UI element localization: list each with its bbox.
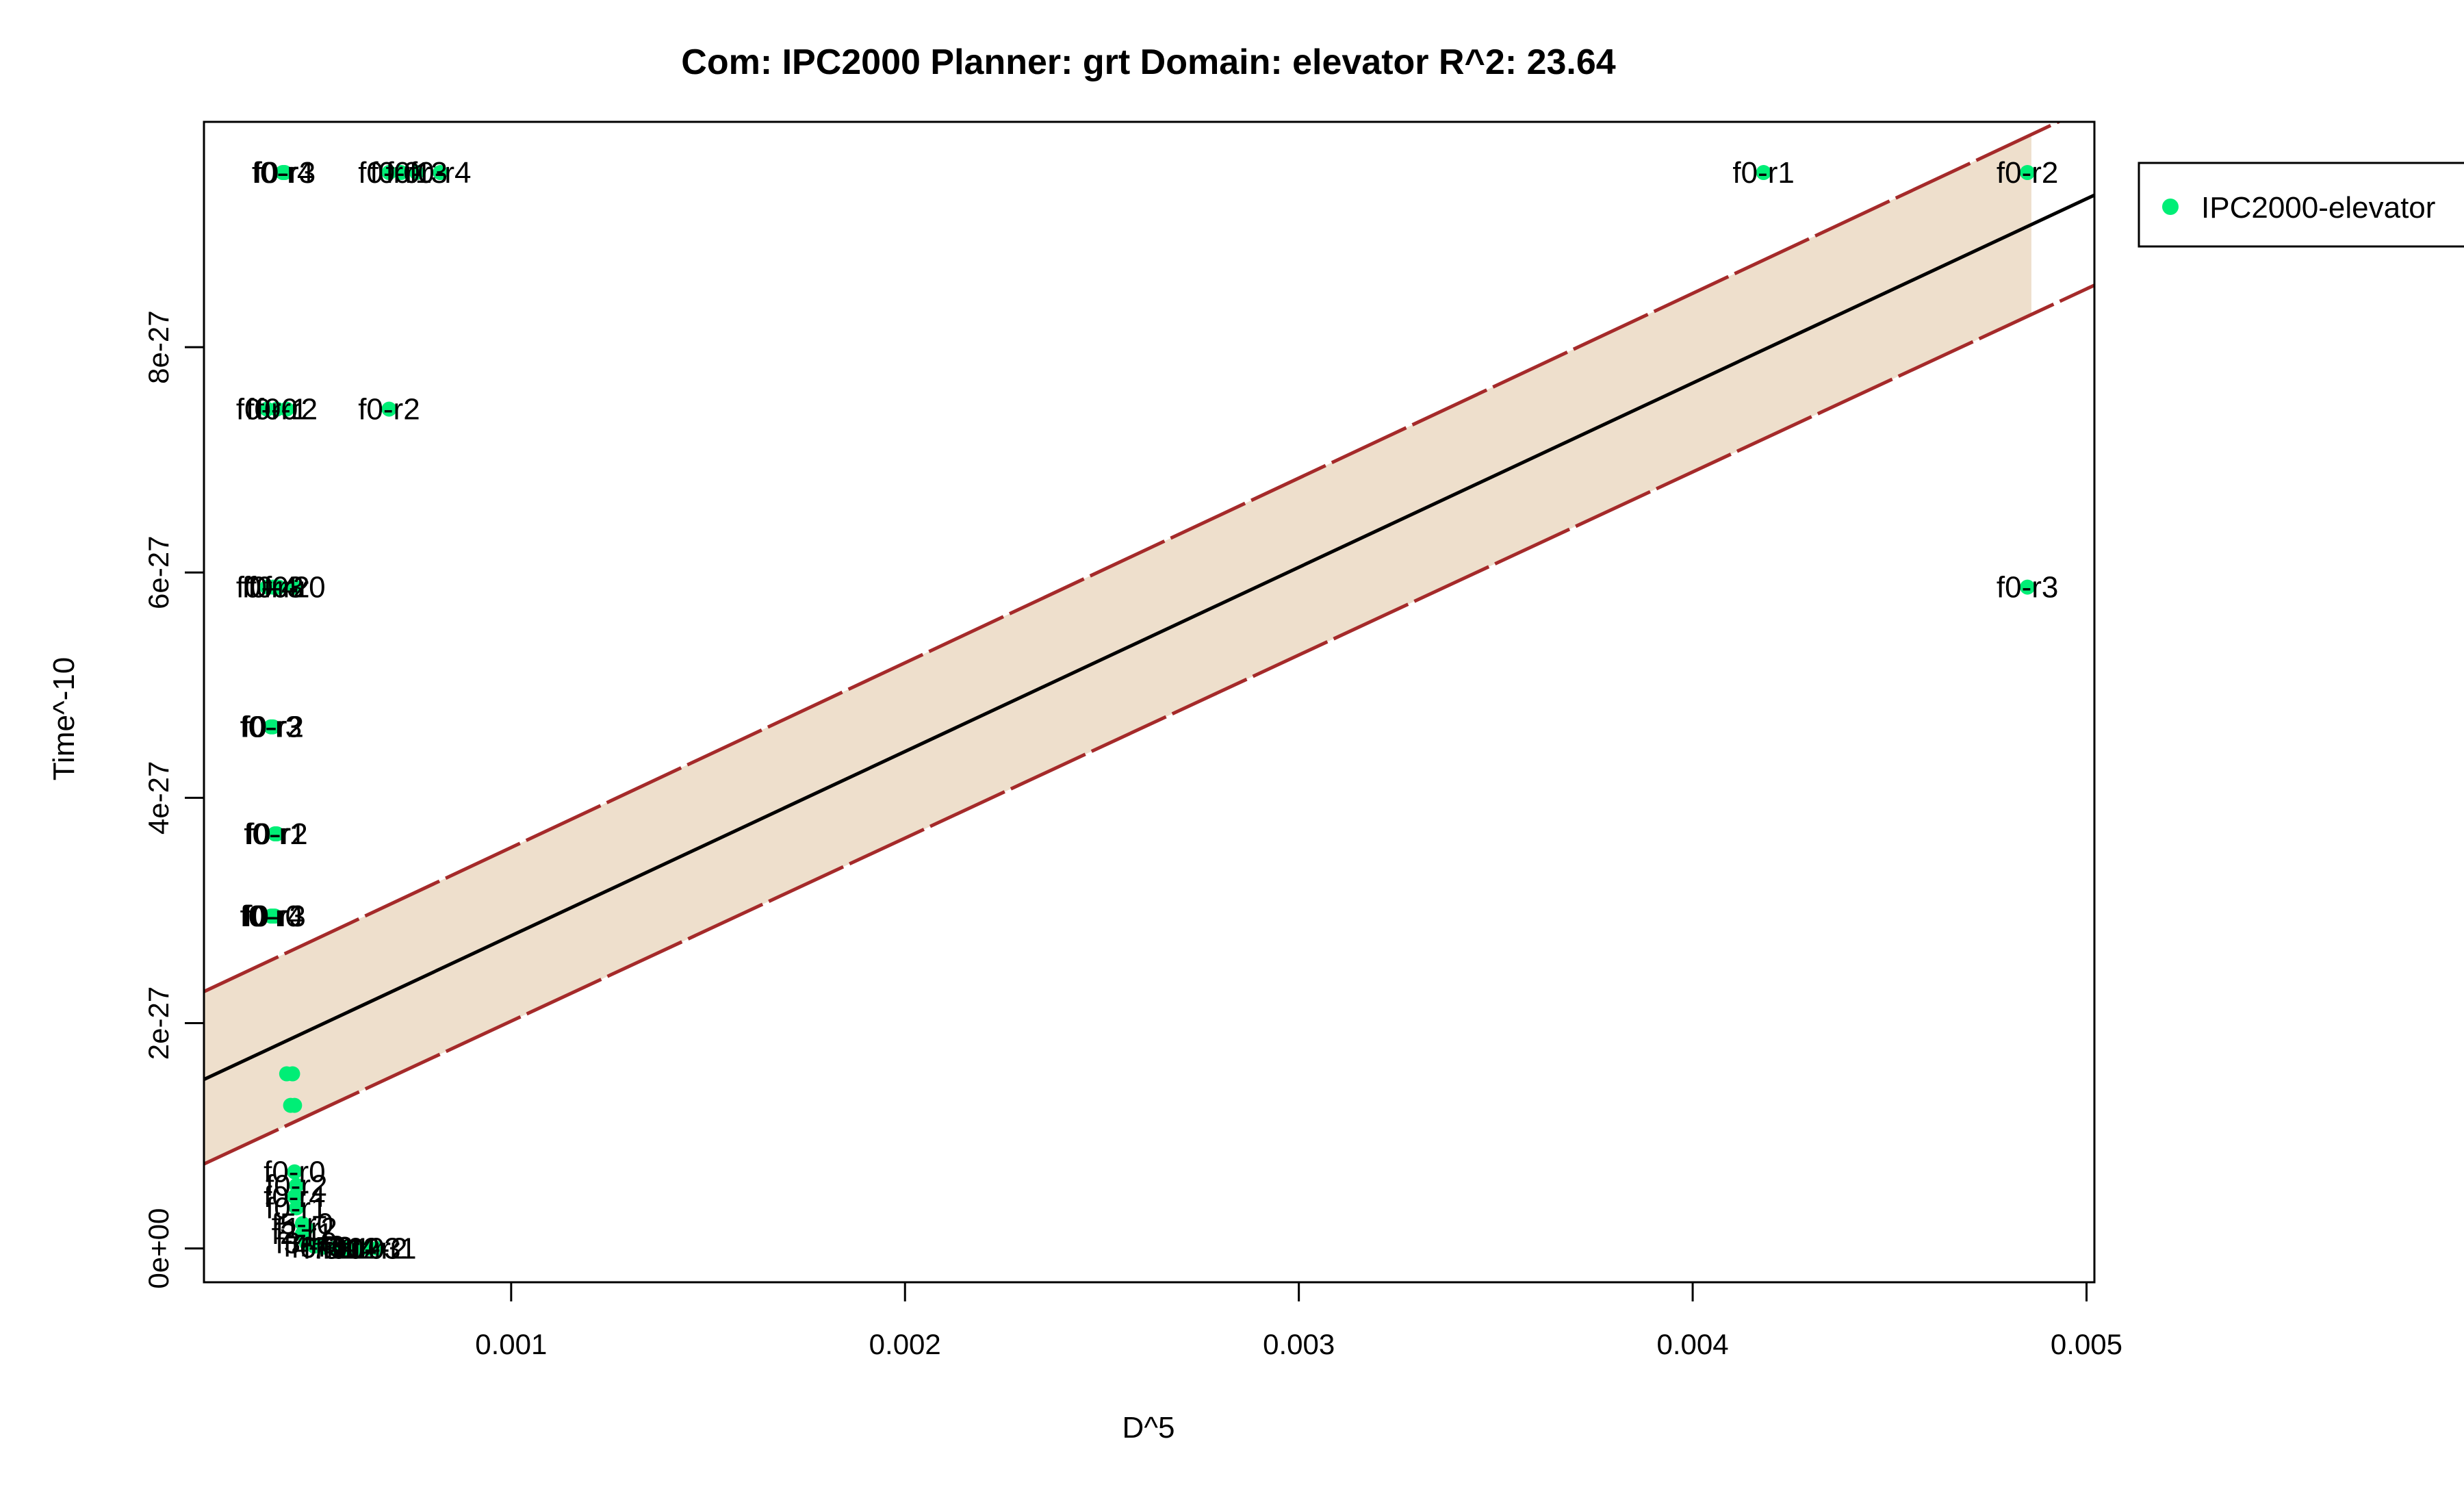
point-label: f0-r1 <box>1732 156 1794 190</box>
fit-lines <box>204 193 2094 1082</box>
data-point <box>1756 165 1771 181</box>
y-tick-label: 0e+00 <box>142 1208 175 1289</box>
legend-box <box>2138 162 2464 248</box>
data-point <box>381 401 397 417</box>
data-point <box>287 1188 303 1204</box>
prediction-band <box>204 122 2094 1166</box>
y-tick-label: 8e-27 <box>142 310 175 383</box>
point-label: f0-r3 <box>385 156 447 190</box>
point-label: f0-r2 <box>266 1169 327 1202</box>
x-tick-label: 0.001 <box>475 1328 547 1360</box>
point-label: f0-r1 <box>244 817 305 851</box>
prediction-band-fill <box>204 134 2031 1165</box>
data-point <box>285 1066 300 1082</box>
point-label: f0-r0 <box>358 156 420 190</box>
point-label: f1-r2 <box>275 1212 337 1245</box>
data-point <box>287 1164 303 1180</box>
point-label: f4-r3 <box>283 1230 345 1263</box>
point-label: f0-r0 <box>264 571 325 604</box>
data-point <box>370 1240 385 1256</box>
data-point <box>289 1200 305 1216</box>
data-point <box>267 908 283 924</box>
data-point <box>289 1178 305 1193</box>
axes: 0.001 0.002 0.003 0.004 0.005 0e+00 2e-27 4e-27… <box>142 120 2122 1360</box>
point-label: f2-r1 <box>272 1217 333 1251</box>
data-point <box>287 1097 303 1113</box>
x-tick-label: 0.002 <box>869 1328 941 1360</box>
point-label: f0-r0 <box>236 393 298 427</box>
point-label: f12-r1 <box>338 1232 417 1266</box>
point-label: f0-r4 <box>252 156 313 190</box>
point-label: f11-r2 <box>331 1232 408 1266</box>
x-axis-label: D^5 <box>1122 1411 1175 1445</box>
point-label: f0-r2 <box>248 571 309 604</box>
y-tick-label: 2e-27 <box>142 987 175 1060</box>
data-point <box>2020 165 2036 181</box>
legend-marker <box>2162 199 2179 215</box>
regression-line <box>204 193 2094 1082</box>
upper-band-line <box>204 122 2063 993</box>
point-label: f7-r1 <box>303 1232 365 1266</box>
point-label: f0-r2 <box>242 711 303 744</box>
data-point <box>393 165 409 181</box>
point-label: f5-r0 <box>272 1207 333 1240</box>
point-label: f0-r4 <box>236 571 298 604</box>
data-point <box>314 1239 330 1255</box>
point-label: f0-r3 <box>1997 571 2058 604</box>
point-label: f0-r3 <box>254 156 316 190</box>
chart-title: Com: IPC2000 Planner: grt Domain: elevat… <box>681 42 1616 82</box>
y-axis-label: Time^-10 <box>47 657 81 780</box>
data-point <box>433 165 448 181</box>
legend-label: IPC2000-elevator <box>2201 191 2435 225</box>
point-label: f0-r1 <box>246 393 307 427</box>
data-point <box>277 165 292 181</box>
point-label: f0-r3 <box>242 571 303 604</box>
point-label: f9-r0 <box>322 1232 384 1266</box>
point-label: f0-r2 <box>246 817 307 851</box>
y-tick-label: 6e-27 <box>142 536 175 609</box>
lower-band-line <box>204 283 2094 1166</box>
legend: IPC2000-elevator <box>2138 162 2464 248</box>
point-label: f0-r0 <box>240 900 302 933</box>
point-label: f0-r2 <box>358 393 420 427</box>
data-point <box>265 719 281 735</box>
point-label: f0-r3 <box>244 900 305 933</box>
x-tick-label: 0.005 <box>2051 1328 2122 1360</box>
point-label: f0-r3 <box>240 711 302 744</box>
data-point <box>287 579 303 595</box>
point-label: f8-r4 <box>315 1232 376 1266</box>
point-label: f0-r4 <box>409 156 471 190</box>
point-label: f0-r1 <box>370 156 431 190</box>
data-point <box>271 579 287 595</box>
point-label: f0-r0 <box>264 1156 325 1189</box>
point-label: f3-r0 <box>275 1226 337 1260</box>
data-point <box>409 165 424 181</box>
data-point <box>326 1240 342 1256</box>
point-label: f0-r2 <box>256 393 318 427</box>
point-label: f10-r3 <box>322 1232 401 1266</box>
point-label: f0-r1 <box>266 1191 327 1225</box>
data-points <box>259 165 2036 1256</box>
data-point <box>269 826 285 842</box>
data-point <box>381 165 397 181</box>
data-point <box>2020 579 2036 595</box>
point-label: f6-r2 <box>291 1231 352 1264</box>
x-tick-label: 0.003 <box>1263 1328 1335 1360</box>
y-tick-label: 4e-27 <box>142 761 175 835</box>
point-label: f0-r4 <box>242 900 303 933</box>
point-label: f0-r2 <box>1997 156 2058 190</box>
data-point <box>279 401 294 417</box>
x-tick-label: 0.004 <box>1657 1328 1729 1360</box>
point-label: f0-r4 <box>264 1180 325 1214</box>
